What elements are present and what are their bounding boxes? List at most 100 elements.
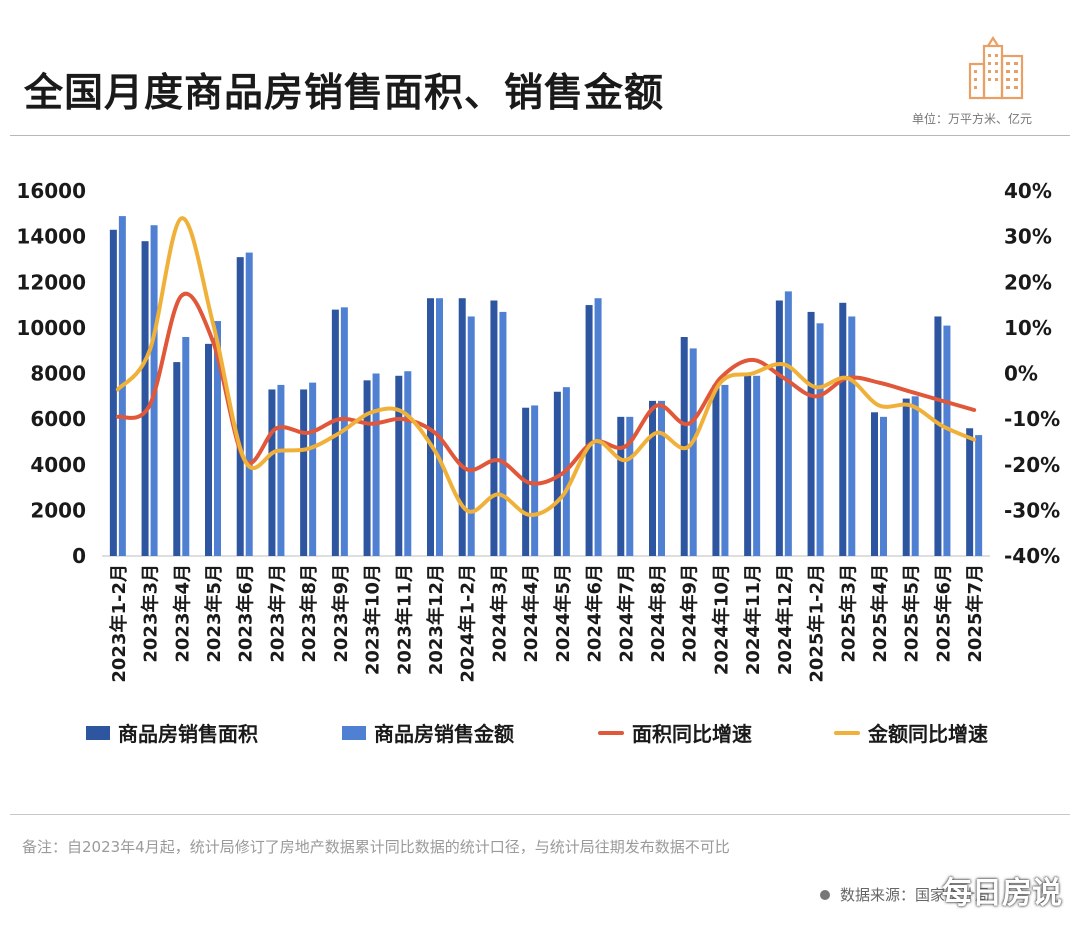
bar-area xyxy=(205,343,212,556)
left-axis-tick-label: 0 xyxy=(72,544,86,568)
bar-area xyxy=(902,398,910,556)
x-axis-tick-label: 2025年4月 xyxy=(869,564,891,663)
bar-area xyxy=(744,373,752,556)
x-axis-tick-label: 2024年5月 xyxy=(552,564,574,663)
building-logo-icon xyxy=(968,36,1024,100)
x-axis-tick-label: 2024年1-2月 xyxy=(457,564,479,683)
bar-amount xyxy=(784,291,792,556)
legend-item-amount: 商品房销售金额 xyxy=(342,718,514,747)
x-axis-tick-label: 2025年5月 xyxy=(901,564,923,663)
x-axis-tick-label: 2023年11月 xyxy=(393,564,415,675)
bar-area xyxy=(585,305,593,556)
bar-area xyxy=(934,316,942,556)
bar-area xyxy=(871,412,878,556)
legend-line-area-growth xyxy=(598,730,624,735)
bar-area xyxy=(553,391,561,556)
bar-amount xyxy=(436,298,443,556)
right-axis-tick-label: -20% xyxy=(1004,453,1060,477)
x-axis-tick-label: 2025年6月 xyxy=(932,564,954,663)
x-axis-tick-label: 2024年12月 xyxy=(774,564,796,675)
legend-label-area: 商品房销售面积 xyxy=(118,722,258,746)
x-axis-tick-label: 2025年7月 xyxy=(964,564,986,663)
bar-amount xyxy=(911,396,919,556)
footer-divider xyxy=(10,814,1070,815)
bar-area xyxy=(236,257,244,556)
header-divider xyxy=(10,135,1070,136)
x-axis-tick-label: 2024年9月 xyxy=(679,564,701,663)
bar-amount xyxy=(658,400,665,556)
bullet-icon xyxy=(820,889,830,900)
legend-line-amount-growth xyxy=(834,730,860,735)
bar-area xyxy=(966,428,974,556)
bar-amount xyxy=(372,373,380,556)
x-axis-tick-label: 2023年3月 xyxy=(140,564,162,663)
x-axis-tick-label: 2025年3月 xyxy=(837,564,859,663)
left-axis-tick-label: 6000 xyxy=(30,407,86,431)
bar-area xyxy=(427,298,434,556)
legend-swatch-amount xyxy=(342,725,366,740)
left-axis-tick-label: 2000 xyxy=(30,498,86,522)
bar-amount xyxy=(499,311,507,556)
x-axis-tick-label: 2023年8月 xyxy=(298,564,320,663)
left-axis-tick-label: 4000 xyxy=(30,453,86,477)
bar-amount xyxy=(182,337,190,556)
combo-chart: 0 2000 4000 6000 8000 10000 12000 14000 16000 -40… xyxy=(16,179,1060,683)
legend-label-amount-growth: 金额同比增速 xyxy=(868,722,988,746)
legend-label-amount: 商品房销售金额 xyxy=(374,722,514,746)
left-axis-tick-label: 16000 xyxy=(16,179,86,203)
bar-amount xyxy=(467,316,475,556)
bar-amount xyxy=(309,382,317,556)
bar-area xyxy=(649,400,656,556)
x-axis-tick-label: 2023年12月 xyxy=(425,564,447,675)
unit-label: 单位：万平方米、亿元 xyxy=(911,112,1032,126)
x-axis-tick-label: 2024年10月 xyxy=(710,564,732,675)
left-axis-tick-label: 10000 xyxy=(16,316,86,340)
bar-amount xyxy=(975,435,983,556)
x-axis-tick-label: 2024年6月 xyxy=(584,564,606,663)
legend-item-area: 商品房销售面积 xyxy=(86,718,258,747)
bar-area xyxy=(268,389,276,556)
bar-amount xyxy=(689,348,697,556)
right-axis-tick-label: 10% xyxy=(1004,316,1052,340)
x-axis-tick-label: 2024年7月 xyxy=(615,564,637,663)
left-axis-tick-label: 14000 xyxy=(16,225,86,249)
left-axis-tick-label: 8000 xyxy=(30,362,86,386)
bar-area xyxy=(173,362,181,556)
x-axis-tick-label: 2023年4月 xyxy=(171,564,193,663)
legend-swatch-area xyxy=(86,725,110,740)
bar-amount xyxy=(880,416,887,556)
bar-amount xyxy=(245,252,253,556)
bar-area xyxy=(458,298,466,556)
bar-area xyxy=(775,300,783,556)
line-amount-growth xyxy=(115,216,977,517)
bar-area xyxy=(141,241,149,556)
right-axis-tick-label: -10% xyxy=(1004,407,1060,431)
bar-amount xyxy=(721,384,729,556)
right-axis-tick-label: 0% xyxy=(1004,362,1038,386)
legend-label-area-growth: 面积同比增速 xyxy=(632,722,752,746)
bar-area xyxy=(363,380,371,556)
chart-title: 全国月度商品房销售面积、销售金额 xyxy=(24,71,665,116)
right-axis-tick-label: 40% xyxy=(1004,179,1052,203)
bar-area xyxy=(490,300,498,556)
bar-amount xyxy=(943,325,951,556)
bar-amount xyxy=(214,321,221,556)
bar-area xyxy=(807,311,815,556)
bar-amount xyxy=(753,375,761,556)
x-axis-tick-label: 2023年7月 xyxy=(266,564,288,663)
bar-amount xyxy=(626,416,634,556)
x-axis-tick-label: 2023年5月 xyxy=(203,564,225,663)
x-axis-tick-label: 2024年8月 xyxy=(647,564,669,663)
x-axis-tick-label: 2023年9月 xyxy=(330,564,352,663)
bar-area xyxy=(617,416,625,556)
bar-amount xyxy=(848,316,856,556)
x-axis-tick-label: 2024年11月 xyxy=(742,564,764,675)
bar-area xyxy=(109,229,117,556)
bar-area xyxy=(839,302,847,556)
x-axis-tick-label: 2023年1-2月 xyxy=(108,564,130,683)
right-axis-tick-label: -30% xyxy=(1004,498,1060,522)
bar-amount xyxy=(531,405,539,556)
bar-area xyxy=(300,389,308,556)
x-axis-tick-label: 2024年3月 xyxy=(488,564,510,663)
bar-area xyxy=(395,375,403,556)
